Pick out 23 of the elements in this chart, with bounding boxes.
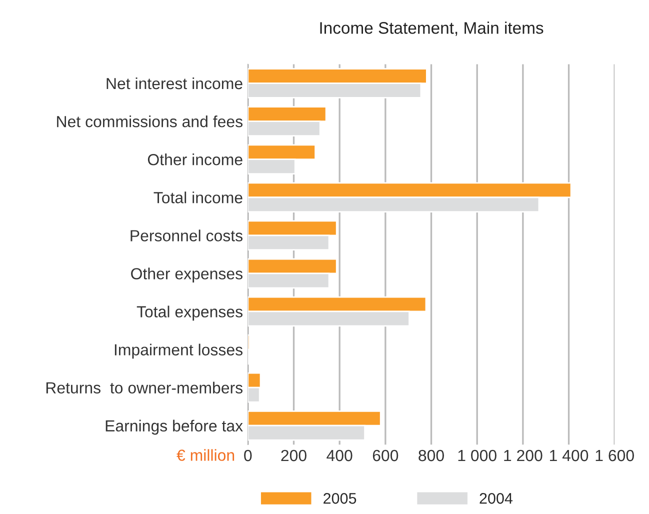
x-tick-label: 1 600 bbox=[596, 450, 634, 462]
legend-label: 2005 bbox=[324, 492, 356, 504]
y-tick-label: Net interest income bbox=[106, 77, 242, 90]
y-tick-label: Returns to owner-members bbox=[46, 382, 242, 394]
y-tick-label: Other expenses bbox=[131, 268, 242, 283]
x-tick-label: 1 400 bbox=[550, 450, 588, 462]
x-tick-label: 800 bbox=[418, 450, 444, 462]
x-tick-label: 1 200 bbox=[504, 450, 542, 462]
y-tick-label: Total expenses bbox=[136, 306, 242, 321]
x-tick-label: 400 bbox=[326, 450, 352, 462]
y-tick-label: Impairment losses bbox=[114, 344, 242, 359]
x-tick-label: 0 bbox=[244, 450, 252, 462]
x-axis-title: € million bbox=[176, 449, 234, 461]
y-tick-label: Total income bbox=[154, 192, 242, 204]
y-tick-label: Net commissions and fees bbox=[57, 116, 242, 128]
x-tick-label: 1 000 bbox=[458, 450, 496, 462]
y-tick-label: Earnings before tax bbox=[106, 420, 243, 435]
x-tick-label: 600 bbox=[372, 450, 398, 462]
legend-label: 2004 bbox=[480, 492, 513, 504]
x-tick-label: 200 bbox=[281, 450, 306, 462]
chart-title: Income Statement, Main items bbox=[320, 22, 544, 36]
y-tick-label: Other income bbox=[148, 154, 242, 166]
y-tick-label: Personnel costs bbox=[130, 230, 242, 242]
